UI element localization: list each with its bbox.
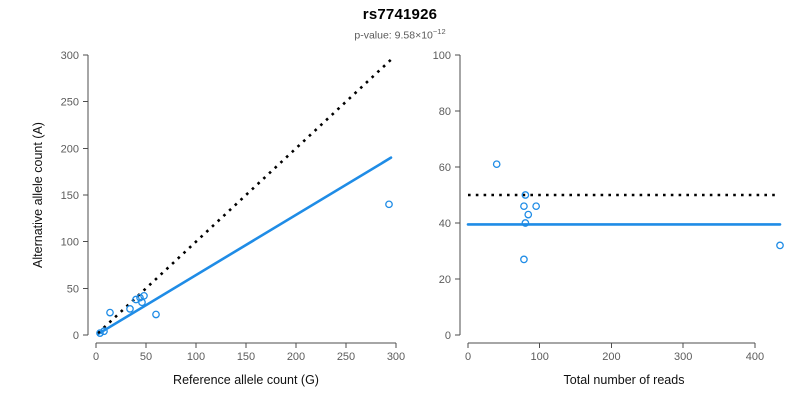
fitted-line [96,156,393,336]
y-axis-tick-label: 150 [61,190,79,202]
data-point [96,329,104,337]
pvalue-multiply-sign: × [415,29,422,42]
y-axis-tick-label: 0 [73,330,79,342]
data-point [136,293,144,302]
data-point [524,210,533,219]
data-point [152,310,160,319]
y-axis-title: Alternative allele count (A) [31,122,45,268]
x-axis-tick-label: 250 [337,351,355,363]
y-axis-tick-label: 80 [439,106,451,118]
x-axis-title: Reference allele count (G) [173,373,319,387]
y-axis-tick-label: 0 [445,330,451,342]
data-point [520,202,528,211]
y-axis-tick-label: 100 [433,50,451,62]
y-axis-tick-label: 40 [439,218,451,230]
data-point [520,255,528,264]
data-point [776,241,784,250]
data-point [532,202,540,211]
x-axis-tick-label: 50 [140,351,152,363]
x-axis-tick-label: 200 [287,351,305,363]
x-axis-tick-label: 0 [465,351,471,363]
y-axis-tick-label: 100 [61,237,79,249]
data-point [492,160,501,169]
data-point [100,327,108,336]
pvalue-subtitle: p-value: 9.58×10−12 [0,27,800,42]
x-axis-tick-label: 100 [187,351,205,363]
data-point [106,308,114,317]
panel-percentage-alternative: 0 20 40 60 80 100 0 100 200 300 400 Total number of… [420,0,800,400]
pvalue-exponent: −12 [432,27,446,36]
page-title: rs7741926 [362,6,438,23]
panel-allele-counts: 0 50 100 150 200 250 300 0 50 100 150 200 250 300 Refe… [31,50,405,387]
x-axis-tick-label: 400 [746,351,764,363]
scatter-plot-percentage-alternative: 0 20 40 60 80 100 0 100 200 300 400 Total number of… [433,50,784,387]
x-axis-tick-label: 200 [602,351,620,363]
x-axis-title: Total number of reads [564,373,685,387]
x-axis-tick-label: 300 [674,351,692,363]
data-point [385,200,393,209]
x-axis-tick-label: 300 [387,351,405,363]
y-axis-tick-label: 20 [439,274,451,286]
x-axis-tick-label: 0 [93,351,99,363]
x-axis-tick-label: 100 [531,351,549,363]
x-axis-tick-label: 150 [237,351,255,363]
y-axis-tick-label: 200 [61,143,79,155]
y-axis-tick-label: 300 [61,50,79,62]
data-point [126,305,134,313]
pvalue-base: 10 [421,29,433,42]
pvalue-mantissa: p-value: 9.58 [354,29,416,42]
y-axis-tick-label: 50 [67,283,79,295]
data-point [140,291,148,300]
data-point [132,295,140,304]
y-axis-tick-label: 60 [439,162,451,174]
y-axis-tick-label: 250 [61,97,79,109]
reference-line [97,58,392,335]
data-point [521,191,530,199]
data-point [138,298,146,307]
scatter-plot-allele-counts: 0 50 100 150 200 250 300 0 50 100 150 200 250 300 Refe… [31,50,405,387]
data-point [521,219,530,227]
